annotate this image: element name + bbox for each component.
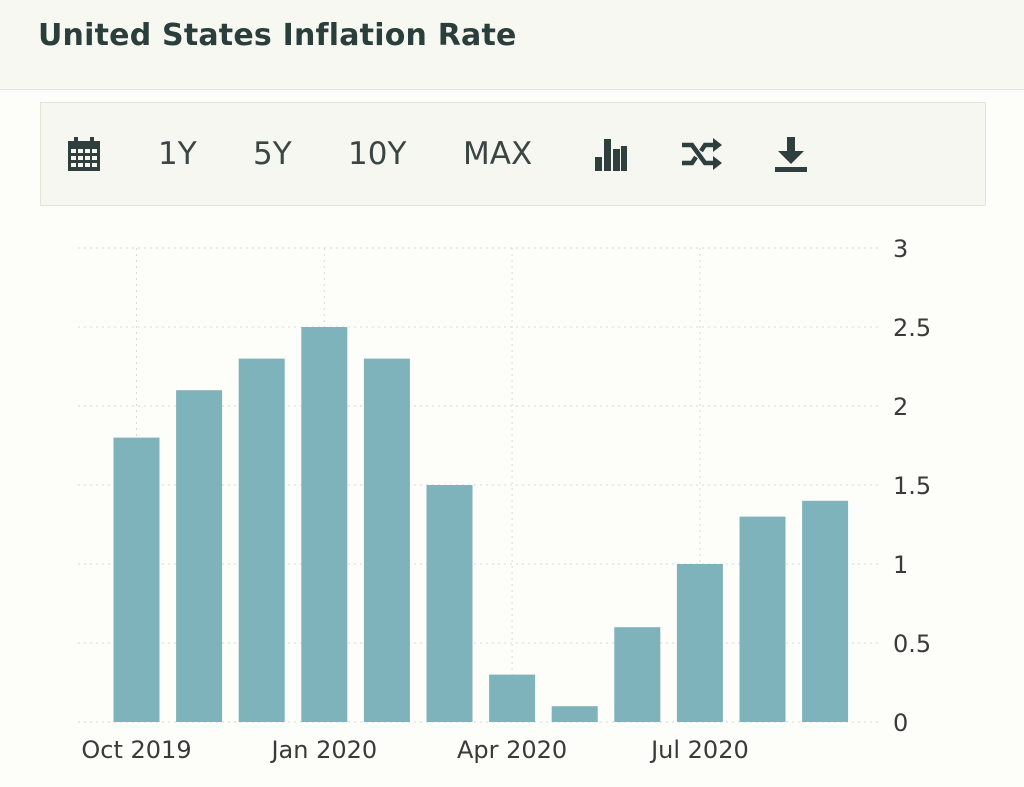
shuffle-icon [681, 138, 723, 170]
download-button[interactable] [774, 103, 808, 205]
x-tick-label: Jul 2020 [649, 736, 749, 764]
bar [551, 706, 598, 722]
download-icon [774, 136, 808, 172]
bar [176, 390, 223, 722]
y-tick-label: 3 [893, 235, 908, 263]
x-tick-label: Apr 2020 [457, 736, 567, 764]
calendar-icon [67, 136, 101, 172]
bar [676, 564, 723, 722]
y-tick-label: 0 [893, 709, 908, 737]
bar [301, 327, 348, 722]
page-title: United States Inflation Rate [38, 18, 517, 53]
bar-chart-icon [594, 137, 628, 171]
bar [238, 358, 285, 722]
calendar-button[interactable] [67, 103, 101, 205]
shuffle-button[interactable] [681, 103, 723, 205]
y-tick-label: 2.5 [893, 314, 931, 342]
range-max-label: MAX [463, 136, 533, 172]
header: United States Inflation Rate [0, 0, 1024, 90]
bar [739, 516, 786, 722]
range-10y-label: 10Y [348, 136, 407, 172]
bar-chart-button[interactable] [594, 103, 628, 205]
chart-area: 0 0.5 1 1.5 2 2.5 3 Oct 2019 Jan 2020 Apr 2020 Jul… [0, 206, 1024, 783]
inflation-bar-chart: 0 0.5 1 1.5 2 2.5 3 Oct 2019 Jan 2020 Apr 2020 Jul… [78, 235, 931, 764]
x-tick-label: Oct 2019 [81, 736, 191, 764]
bar [802, 500, 849, 722]
bar [489, 674, 536, 722]
bar [614, 627, 661, 722]
y-tick-label: 1 [893, 551, 908, 579]
bar [426, 485, 473, 722]
range-5y-button[interactable]: 5Y [253, 103, 292, 205]
y-tick-label: 0.5 [893, 630, 931, 658]
range-max-button[interactable]: MAX [463, 103, 532, 205]
bar [113, 437, 160, 722]
y-tick-label: 2 [893, 393, 908, 421]
range-10y-button[interactable]: 10Y [348, 103, 406, 205]
x-tick-label: Jan 2020 [269, 736, 377, 764]
range-1y-label: 1Y [158, 136, 197, 172]
y-tick-label: 1.5 [893, 472, 931, 500]
range-1y-button[interactable]: 1Y [158, 103, 197, 205]
chart-toolbar: 1Y 5Y 10Y MAX [40, 102, 986, 206]
range-5y-label: 5Y [253, 136, 292, 172]
bar [363, 358, 410, 722]
